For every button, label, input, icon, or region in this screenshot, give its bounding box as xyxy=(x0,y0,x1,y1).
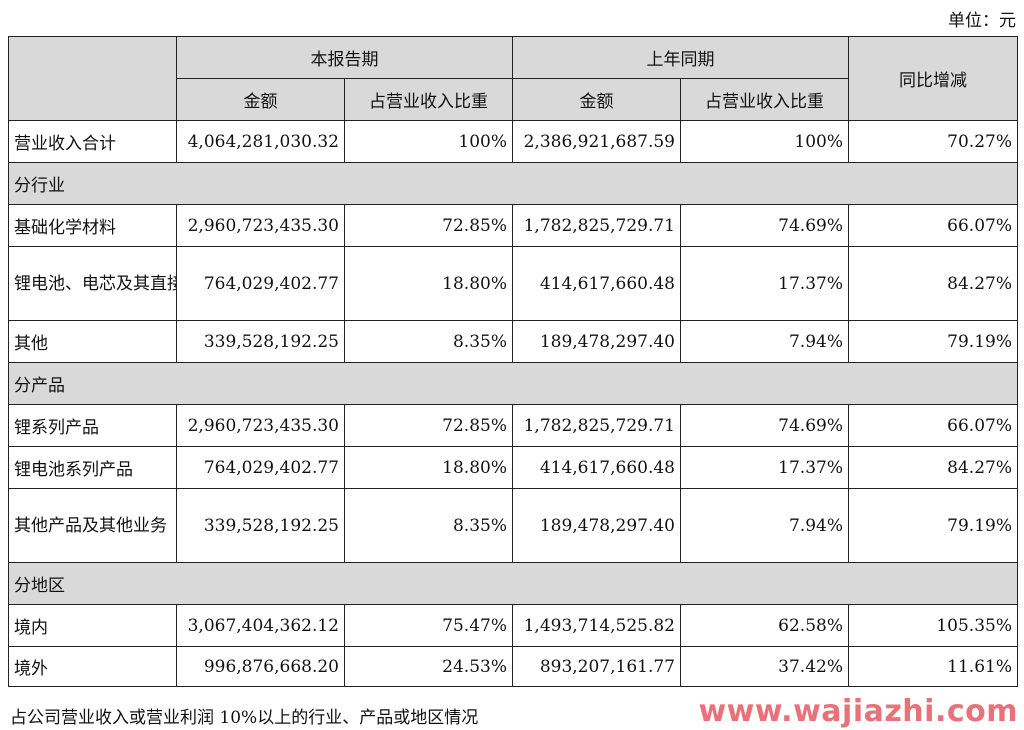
prev-share-cell: 37.42% xyxy=(680,646,849,687)
section-row-industry: 分行业 xyxy=(8,162,1018,205)
cur-amount-cell: 4,064,281,030.32 xyxy=(176,120,345,163)
header-blank-cell xyxy=(8,36,177,121)
table-row: 锂电池、电芯及其直接材料 764,029,402.77 18.80% 414,6… xyxy=(8,246,1018,321)
cur-share-cell: 18.80% xyxy=(344,246,513,321)
prev-share-cell: 74.69% xyxy=(680,204,849,247)
cur-share-cell: 18.80% xyxy=(344,446,513,489)
header-cur-amount: 金额 xyxy=(176,78,345,121)
prev-share-cell: 17.37% xyxy=(680,246,849,321)
row-label: 锂电池系列产品 xyxy=(8,446,177,489)
table-row: 其他产品及其他业务 339,528,192.25 8.35% 189,478,2… xyxy=(8,488,1018,563)
row-label: 锂系列产品 xyxy=(8,404,177,447)
header-row-2: 金额 占营业收入比重 金额 占营业收入比重 xyxy=(9,78,1018,121)
table-row: 锂电池系列产品 764,029,402.77 18.80% 414,617,66… xyxy=(8,446,1018,489)
prev-share-cell: 7.94% xyxy=(680,320,849,363)
prev-amount-cell: 414,617,660.48 xyxy=(512,246,681,321)
section-row-product: 分产品 xyxy=(8,362,1018,405)
prev-amount-cell: 1,782,825,729.71 xyxy=(512,404,681,447)
header-prev-amount: 金额 xyxy=(512,78,681,121)
table-row: 锂系列产品 2,960,723,435.30 72.85% 1,782,825,… xyxy=(8,404,1018,447)
prev-amount-cell: 2,386,921,687.59 xyxy=(512,120,681,163)
cur-amount-cell: 764,029,402.77 xyxy=(176,446,345,489)
cur-share-cell: 8.35% xyxy=(344,320,513,363)
row-label: 锂电池、电芯及其直接材料 xyxy=(8,246,177,321)
row-label: 营业收入合计 xyxy=(8,120,177,163)
prev-share-cell: 7.94% xyxy=(680,488,849,563)
header-prior-period: 上年同期 xyxy=(512,36,849,79)
prev-amount-cell: 414,617,660.48 xyxy=(512,446,681,489)
row-label: 其他 xyxy=(8,320,177,363)
prev-share-cell: 62.58% xyxy=(680,604,849,647)
header-prev-share: 占营业收入比重 xyxy=(680,78,849,121)
section-title: 分产品 xyxy=(8,362,1018,405)
yoy-cell: 66.07% xyxy=(848,404,1018,447)
prev-amount-cell: 1,493,714,525.82 xyxy=(512,604,681,647)
cur-amount-cell: 996,876,668.20 xyxy=(176,646,345,687)
unit-label: 单位：元 xyxy=(948,11,1016,31)
revenue-table: 本报告期 上年同期 同比增减 金额 占营业收入比重 金额 占营业收入比重 营业收… xyxy=(8,36,1018,687)
yoy-cell: 105.35% xyxy=(848,604,1018,647)
prev-amount-cell: 1,782,825,729.71 xyxy=(512,204,681,247)
table-row: 其他 339,528,192.25 8.35% 189,478,297.40 7… xyxy=(8,320,1018,363)
prev-amount-cell: 189,478,297.40 xyxy=(512,320,681,363)
header-row-1: 本报告期 上年同期 同比增减 xyxy=(8,36,1018,121)
row-label: 境外 xyxy=(8,646,177,687)
section-row-region: 分地区 xyxy=(8,562,1018,605)
cur-share-cell: 75.47% xyxy=(344,604,513,647)
yoy-cell: 66.07% xyxy=(848,204,1018,247)
header-yoy-change: 同比增减 xyxy=(848,36,1018,121)
prev-amount-cell: 189,478,297.40 xyxy=(512,488,681,563)
cur-amount-cell: 2,960,723,435.30 xyxy=(176,204,345,247)
cur-amount-cell: 3,067,404,362.12 xyxy=(176,604,345,647)
prev-amount-cell: 893,207,161.77 xyxy=(512,646,681,687)
table-row: 基础化学材料 2,960,723,435.30 72.85% 1,782,825… xyxy=(8,204,1018,247)
yoy-cell: 79.19% xyxy=(848,488,1018,563)
prev-share-cell: 100% xyxy=(680,120,849,163)
cur-amount-cell: 764,029,402.77 xyxy=(176,246,345,321)
yoy-cell: 79.19% xyxy=(848,320,1018,363)
cur-share-cell: 72.85% xyxy=(344,404,513,447)
watermark: www.wajiazhi.com xyxy=(698,694,1018,729)
yoy-cell: 84.27% xyxy=(848,246,1018,321)
prev-share-cell: 74.69% xyxy=(680,404,849,447)
cur-amount-cell: 2,960,723,435.30 xyxy=(176,404,345,447)
row-label: 基础化学材料 xyxy=(8,204,177,247)
prev-share-cell: 17.37% xyxy=(680,446,849,489)
row-label: 其他产品及其他业务 xyxy=(8,488,177,563)
section-title: 分行业 xyxy=(8,162,1018,205)
total-row: 营业收入合计 4,064,281,030.32 100% 2,386,921,6… xyxy=(8,120,1018,163)
table-row: 境内 3,067,404,362.12 75.47% 1,493,714,525… xyxy=(8,604,1018,647)
cur-share-cell: 8.35% xyxy=(344,488,513,563)
yoy-cell: 84.27% xyxy=(848,446,1018,489)
row-label: 境内 xyxy=(8,604,177,647)
header-cur-share: 占营业收入比重 xyxy=(344,78,513,121)
yoy-cell: 70.27% xyxy=(848,120,1018,163)
cur-amount-cell: 339,528,192.25 xyxy=(176,488,345,563)
table-row: 境外 996,876,668.20 24.53% 893,207,161.77 … xyxy=(8,646,1018,687)
section-title: 分地区 xyxy=(8,562,1018,605)
header-current-period: 本报告期 xyxy=(176,36,513,79)
cur-share-cell: 72.85% xyxy=(344,204,513,247)
cur-amount-cell: 339,528,192.25 xyxy=(176,320,345,363)
cur-share-cell: 100% xyxy=(344,120,513,163)
yoy-cell: 11.61% xyxy=(848,646,1018,687)
cur-share-cell: 24.53% xyxy=(344,646,513,687)
footnote: 占公司营业收入或营业利润 10%以上的行业、产品或地区情况 xyxy=(10,708,479,728)
